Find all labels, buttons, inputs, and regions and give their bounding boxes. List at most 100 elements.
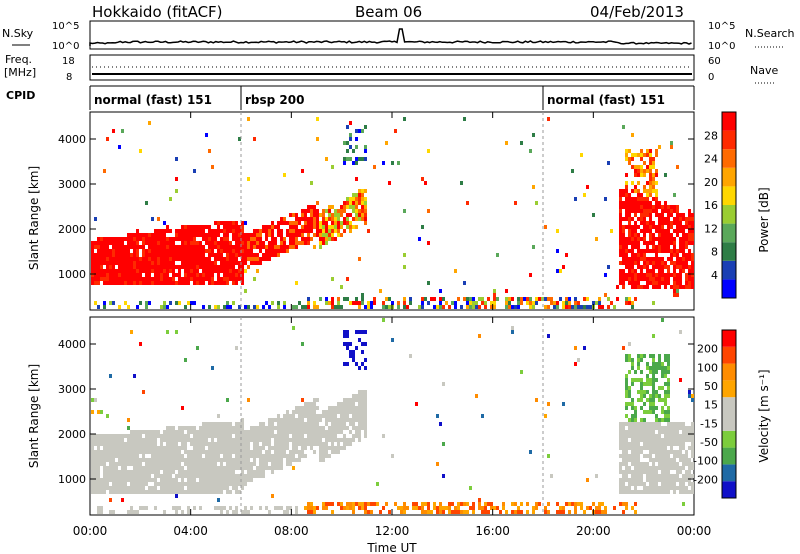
heatmap-cell xyxy=(175,474,178,478)
heatmap-cell xyxy=(145,482,148,486)
heatmap-cell xyxy=(655,205,658,209)
heatmap-cell xyxy=(346,297,349,301)
heatmap-cell xyxy=(334,229,337,233)
heatmap-cell xyxy=(637,422,640,426)
heatmap-cell xyxy=(160,229,163,233)
heatmap-cell xyxy=(187,466,190,470)
heatmap-cell xyxy=(349,342,352,346)
heatmap-cell xyxy=(619,261,622,265)
heatmap-cell xyxy=(226,450,229,454)
heatmap-cell xyxy=(271,454,274,458)
heatmap-cell xyxy=(631,462,634,466)
heatmap-cell xyxy=(262,241,265,245)
heatmap-cell xyxy=(139,490,142,494)
heatmap-cell xyxy=(532,185,535,189)
heatmap-cell xyxy=(517,305,520,309)
heatmap-cell xyxy=(292,454,295,458)
heatmap-cell xyxy=(112,482,115,486)
heatmap-cell xyxy=(106,137,109,141)
heatmap-cell xyxy=(643,394,646,398)
heatmap-cell xyxy=(148,478,151,482)
heatmap-cell xyxy=(94,454,97,458)
heatmap-cell xyxy=(490,506,493,510)
heatmap-cell xyxy=(187,510,190,514)
heatmap-cell xyxy=(247,478,250,482)
heatmap-cell xyxy=(190,466,193,470)
heatmap-cell xyxy=(229,430,232,434)
heatmap-cell xyxy=(226,249,229,253)
heatmap-cell xyxy=(94,265,97,269)
heatmap-cell xyxy=(304,305,307,309)
heatmap-cell xyxy=(679,458,682,462)
heatmap-cell xyxy=(187,265,190,269)
heatmap-cell xyxy=(280,466,283,470)
heatmap-cell xyxy=(175,177,178,181)
heatmap-cell xyxy=(676,277,679,281)
heatmap-cell xyxy=(667,217,670,221)
heatmap-cell xyxy=(325,422,328,426)
heatmap-cell xyxy=(115,277,118,281)
heatmap-cell xyxy=(628,161,631,165)
heatmap-cell xyxy=(301,446,304,450)
heatmap-cell xyxy=(277,422,280,426)
heatmap-cell xyxy=(652,165,655,169)
heatmap-cell xyxy=(241,261,244,265)
heatmap-cell xyxy=(649,474,652,478)
heatmap-cell xyxy=(169,466,172,470)
heatmap-cell xyxy=(214,257,217,261)
heatmap-cell xyxy=(628,221,631,225)
heatmap-cell xyxy=(658,261,661,265)
heatmap-cell xyxy=(211,434,214,438)
heatmap-cell xyxy=(340,438,343,442)
heatmap-cell xyxy=(646,193,649,197)
heatmap-cell xyxy=(115,281,118,285)
heatmap-cell xyxy=(196,281,199,285)
nsky-trace xyxy=(89,28,692,46)
heatmap-cell xyxy=(157,269,160,273)
heatmap-cell xyxy=(202,486,205,490)
heatmap-cell xyxy=(655,450,658,454)
heatmap-cell xyxy=(688,253,691,257)
heatmap-cell xyxy=(211,261,214,265)
heatmap-cell xyxy=(679,454,682,458)
heatmap-cell xyxy=(655,486,658,490)
heatmap-cell xyxy=(667,277,670,281)
heatmap-cell xyxy=(220,265,223,269)
heatmap-cell xyxy=(169,249,172,253)
heatmap-cell xyxy=(100,261,103,265)
heatmap-cell xyxy=(361,362,364,366)
heatmap-cell xyxy=(253,430,256,434)
heatmap-cell xyxy=(667,486,670,490)
heatmap-cell xyxy=(226,510,229,514)
heatmap-cell xyxy=(649,406,652,410)
heatmap-cell xyxy=(109,442,112,446)
heatmap-cell xyxy=(208,269,211,273)
heatmap-cell xyxy=(625,189,628,193)
heatmap-cell xyxy=(634,281,637,285)
heatmap-cell xyxy=(349,213,352,217)
heatmap-cell xyxy=(679,237,682,241)
heatmap-cell xyxy=(631,285,634,289)
heatmap-cell xyxy=(259,438,262,442)
heatmap-cell xyxy=(289,462,292,466)
heatmap-cell xyxy=(103,482,106,486)
heatmap-cell xyxy=(625,185,628,189)
heatmap-cell xyxy=(655,442,658,446)
heatmap-cell xyxy=(232,474,235,478)
heatmap-cell xyxy=(223,450,226,454)
heatmap-cell xyxy=(337,418,340,422)
heatmap-cell xyxy=(259,450,262,454)
heatmap-cell xyxy=(142,478,145,482)
heatmap-cell xyxy=(202,253,205,257)
heatmap-cell xyxy=(121,462,124,466)
heatmap-cell xyxy=(301,422,304,426)
heatmap-cell xyxy=(106,249,109,253)
heatmap-cell xyxy=(121,474,124,478)
heatmap-cell xyxy=(133,257,136,261)
heatmap-cell xyxy=(640,478,643,482)
colorbar-tick-label: 20 xyxy=(704,176,718,189)
heatmap-cell xyxy=(685,478,688,482)
heatmap-cell xyxy=(622,486,625,490)
heatmap-cell xyxy=(664,418,667,422)
heatmap-cell xyxy=(298,406,301,410)
